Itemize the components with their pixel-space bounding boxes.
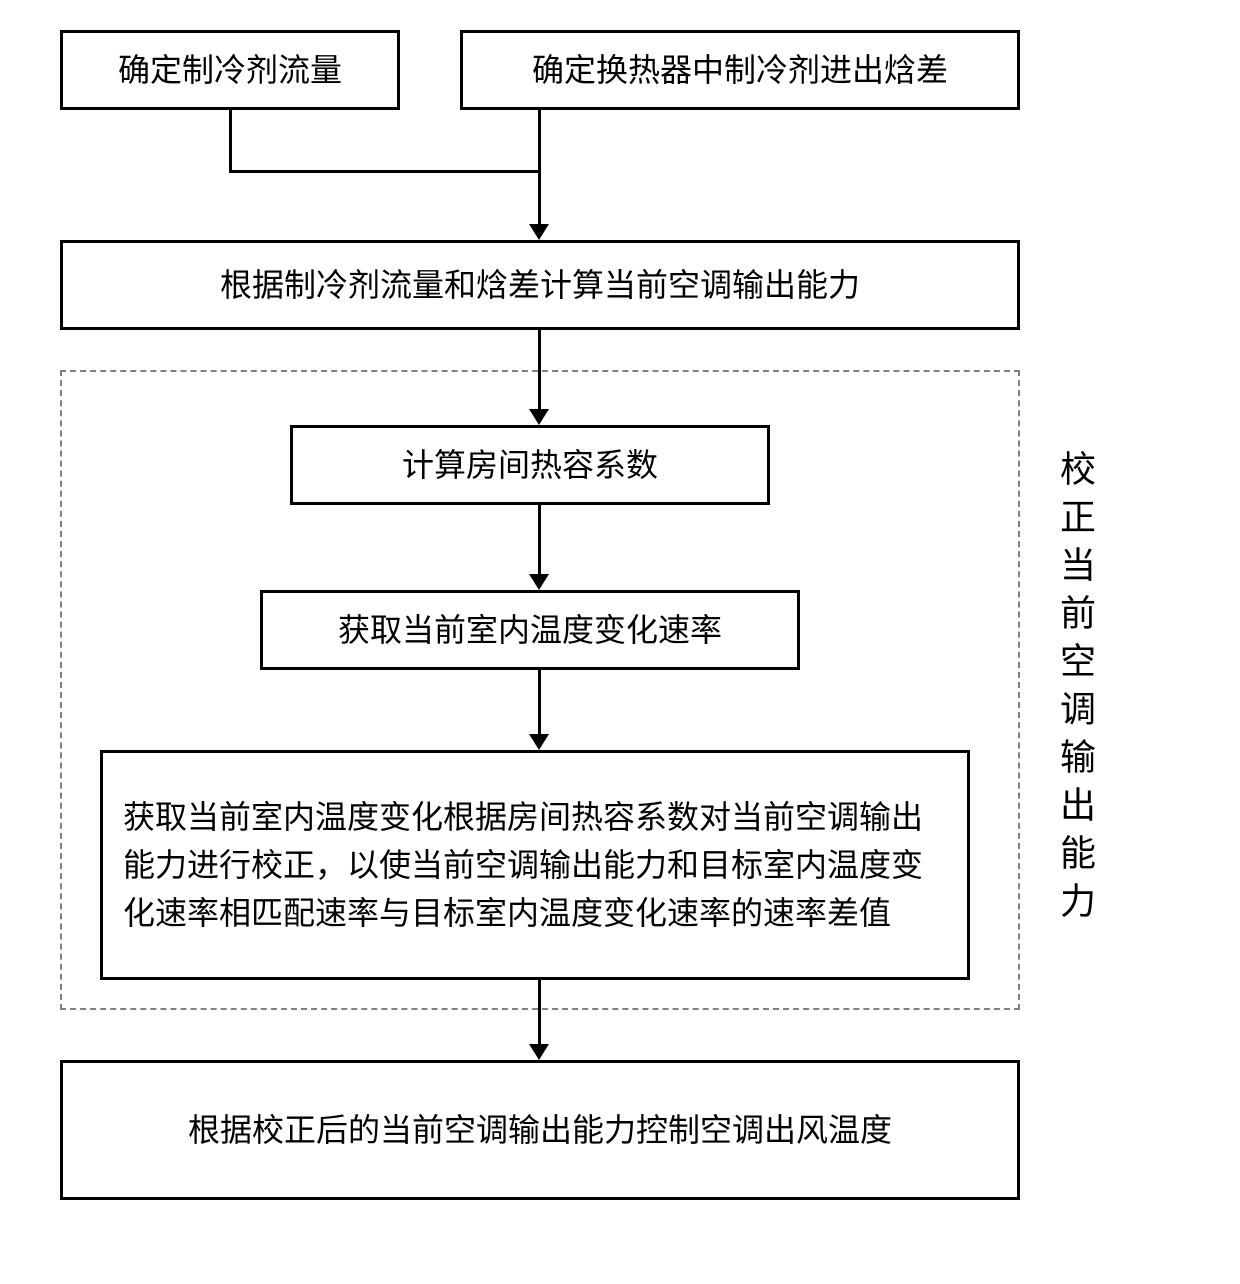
arrow-head [529, 734, 549, 750]
node-enthalpy-diff: 确定换热器中制冷剂进出焓差 [460, 30, 1020, 110]
connector [229, 170, 541, 173]
connector [538, 670, 541, 735]
connector [538, 170, 541, 225]
connector [538, 980, 541, 1045]
node-label: 获取当前室内温度变化速率 [338, 606, 722, 654]
node-temp-rate: 获取当前室内温度变化速率 [260, 590, 800, 670]
arrow-head [529, 224, 549, 240]
side-label: 校正当前空调输出能力 [1050, 375, 1100, 1005]
node-calc-output: 根据制冷剂流量和焓差计算当前空调输出能力 [60, 240, 1020, 330]
node-control-output: 根据校正后的当前空调输出能力控制空调出风温度 [60, 1060, 1020, 1200]
connector [538, 110, 541, 172]
node-label: 确定换热器中制冷剂进出焓差 [532, 46, 948, 94]
arrow-head [529, 574, 549, 590]
node-label: 计算房间热容系数 [402, 441, 658, 489]
node-correction: 获取当前室内温度变化根据房间热容系数对当前空调输出能力进行校正，以使当前空调输出… [100, 750, 970, 980]
connector [229, 110, 232, 172]
node-label: 根据校正后的当前空调输出能力控制空调出风温度 [188, 1106, 892, 1154]
node-heat-capacity: 计算房间热容系数 [290, 425, 770, 505]
node-label: 根据制冷剂流量和焓差计算当前空调输出能力 [220, 261, 860, 309]
arrow-head [529, 1044, 549, 1060]
flowchart-container: 确定制冷剂流量 确定换热器中制冷剂进出焓差 根据制冷剂流量和焓差计算当前空调输出… [30, 30, 1210, 1254]
node-label: 获取当前室内温度变化根据房间热容系数对当前空调输出能力进行校正，以使当前空调输出… [123, 793, 947, 937]
connector [538, 505, 541, 575]
node-label: 确定制冷剂流量 [118, 46, 342, 94]
node-refrigerant-flow: 确定制冷剂流量 [60, 30, 400, 110]
side-label-text: 校正当前空调输出能力 [1049, 450, 1101, 930]
